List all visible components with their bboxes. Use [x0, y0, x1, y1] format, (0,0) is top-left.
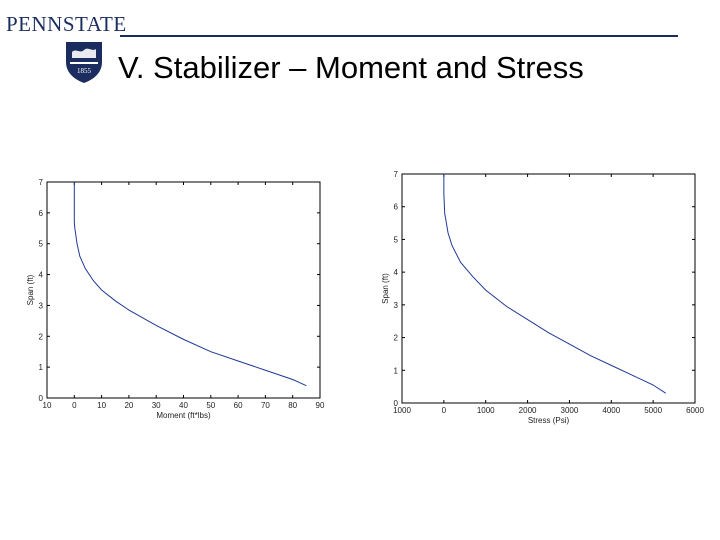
stress-chart: 1000 0 1000 2000 3000 4000 5000 600001234567Str… [381, 170, 704, 425]
data-series-line [443, 174, 666, 394]
y-tick-label: 0 [39, 394, 44, 403]
y-tick-label: 4 [39, 271, 44, 280]
plot-frame [401, 173, 696, 404]
x-tick-label: 6000 [686, 406, 704, 415]
y-tick-label: 0 [394, 399, 399, 408]
x-tick-label: 0 [442, 406, 447, 415]
y-tick-label: 5 [394, 235, 399, 244]
x-tick-label: 5000 [644, 406, 662, 415]
y-tick-label: 6 [39, 209, 44, 218]
x-tick-label: 40 [179, 401, 188, 410]
y-tick-label: 1 [39, 363, 44, 372]
y-tick-label: 2 [394, 334, 399, 343]
x-tick-label: 60 [234, 401, 243, 410]
slide-title: V. Stabilizer – Moment and Stress [118, 50, 584, 85]
x-tick-label: 0 [72, 401, 77, 410]
y-tick-label: 5 [39, 240, 44, 249]
y-tick-label: 3 [39, 301, 44, 310]
x-tick-label: 1000 [393, 406, 411, 415]
x-tick-label: 4000 [602, 406, 620, 415]
x-axis-label: Moment (ft*lbs) [156, 411, 211, 420]
x-tick-label: 10 [43, 401, 52, 410]
y-tick-label: 6 [394, 203, 399, 212]
x-tick-label: 30 [152, 401, 161, 410]
x-tick-label: 20 [124, 401, 133, 410]
y-axis-label: Span (ft) [26, 274, 35, 305]
plot-frame [46, 181, 321, 399]
y-tick-label: 4 [394, 268, 399, 277]
x-tick-label: 1000 [477, 406, 495, 415]
data-series-line [73, 182, 307, 387]
y-tick-label: 3 [394, 301, 399, 310]
x-tick-label: 80 [288, 401, 297, 410]
y-tick-label: 2 [39, 332, 44, 341]
y-tick-label: 7 [39, 178, 44, 187]
x-tick-label: 10 [97, 401, 106, 410]
y-tick-label: 1 [394, 366, 399, 375]
y-tick-label: 7 [394, 170, 399, 179]
y-axis-label: Span (ft) [381, 273, 390, 304]
university-seal-icon: 1855 [66, 42, 102, 83]
x-tick-label: 90 [316, 401, 325, 410]
title-divider [120, 35, 678, 37]
x-axis-label: Stress (Psi) [528, 416, 570, 425]
x-tick-label: 2000 [519, 406, 537, 415]
x-tick-label: 70 [261, 401, 270, 410]
x-tick-label: 50 [206, 401, 215, 410]
x-tick-label: 3000 [561, 406, 579, 415]
svg-text:1855: 1855 [77, 67, 92, 75]
brand-logo-text: PENNSTATE [6, 12, 127, 36]
